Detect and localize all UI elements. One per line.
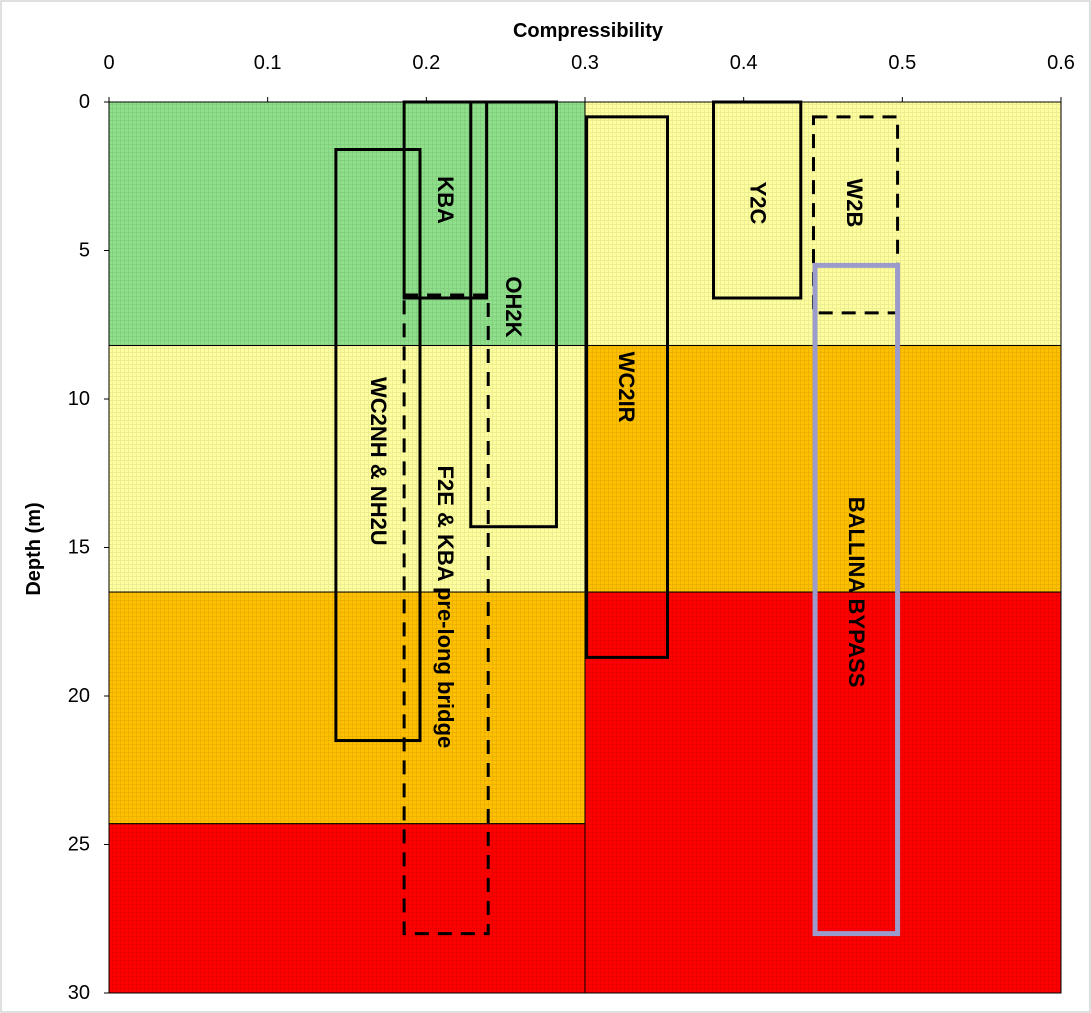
range-box-ballina-bypass	[812, 262, 901, 937]
box-label-w2b: W2B	[842, 179, 867, 228]
y-tick-label: 10	[68, 388, 90, 410]
box-label-y2c: Y2C	[745, 182, 770, 225]
y-tick-label: 30	[68, 982, 90, 1004]
x-tick-label: 0.2	[412, 52, 440, 74]
box-label-wc2nh-nh2u: WC2NH & NH2U	[366, 377, 391, 546]
zone-texture-2	[109, 592, 585, 824]
box-label-ballina-bypass: BALLINA BYPASS	[844, 497, 869, 688]
boxes-layer: KBA OH2K WC2NH & NH2U F2E & KBA pre-long br…	[334, 100, 901, 937]
range-box-wc2ir	[585, 115, 670, 659]
box-label-oh2k: OH2K	[501, 276, 526, 337]
y-tick-label: 25	[68, 834, 90, 856]
box-label-kba: KBA	[433, 176, 458, 224]
y-tick-label: 0	[79, 91, 90, 113]
x-tick-label: 0.1	[254, 52, 282, 74]
y-tick-label: 20	[68, 685, 90, 707]
box-label-f2e-kba-pre-long-bridge: F2E & KBA pre-long bridge	[433, 466, 458, 749]
zone-texture-3	[109, 823, 585, 993]
box-label-wc2ir: WC2IR	[614, 352, 639, 423]
y-axis-title: Depth (m)	[23, 502, 45, 595]
zone-texture-5	[585, 345, 1061, 593]
x-tick-label: 0.3	[571, 52, 599, 74]
x-tick-label: 0.5	[888, 52, 916, 74]
range-box-w2b	[811, 115, 900, 315]
range-box-f2e-kba-pre-long-bridge	[402, 293, 490, 936]
axes-layer: 0 0.1 0.2 0.3 0.4 0.5 0.6 0 5 10 15 20 25 30	[68, 52, 1075, 1004]
zone-texture-0	[109, 102, 585, 346]
y-tick-label: 15	[68, 537, 90, 559]
x-axis-title: Compressibility	[513, 20, 664, 42]
x-tick-label: 0	[103, 52, 114, 74]
zone-texture-1	[109, 345, 585, 593]
x-tick-label: 0.6	[1047, 52, 1075, 74]
x-tick-label: 0.4	[730, 52, 758, 74]
zone-texture-4	[585, 102, 1061, 346]
range-box-wc2nh-nh2u	[334, 148, 422, 743]
y-tick-label: 5	[79, 240, 90, 262]
zones-layer	[108, 101, 1062, 994]
